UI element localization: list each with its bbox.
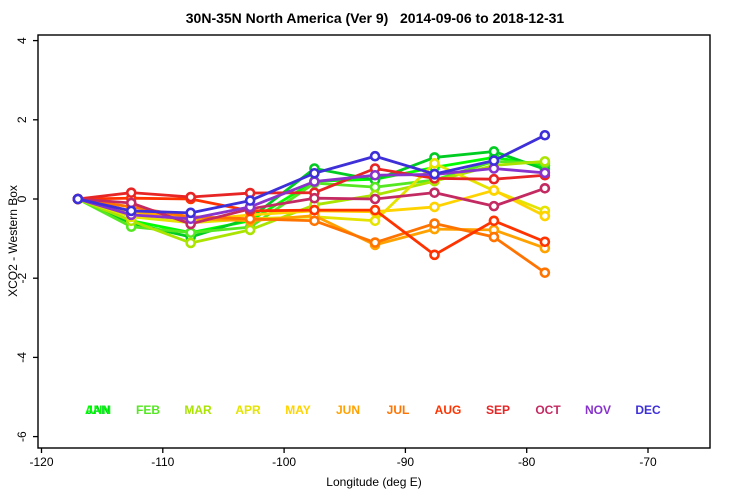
data-point-may (429, 201, 440, 213)
data-point-jul (309, 215, 320, 227)
legend-item-apr: APR (235, 403, 261, 417)
x-axis: -120 -110 -100 -90 -80 -70 (29, 448, 657, 469)
data-point-dec (369, 150, 381, 162)
data-point-jul (539, 267, 551, 278)
x-tick-label: -90 (397, 455, 415, 469)
x-tick-label: -70 (639, 455, 657, 469)
data-point-jul (488, 231, 500, 243)
x-tick-label: -120 (29, 455, 53, 469)
data-point-oct (429, 187, 440, 198)
data-point-oct (539, 183, 551, 194)
data-point-aug (429, 249, 440, 261)
legend-item-nov: NOV (585, 403, 611, 417)
y-tick-label: 4 (15, 37, 29, 44)
data-point-oct (309, 192, 320, 204)
x-tick-label: -80 (518, 455, 536, 469)
legend-item-mar: MAR (184, 403, 212, 417)
data-point-sep (488, 173, 500, 185)
data-point-dec (244, 195, 256, 206)
data-point-may (539, 210, 551, 222)
y-tick-label: 2 (15, 116, 29, 123)
data-point-nov (309, 176, 320, 187)
legend-item-jul: JUL (387, 403, 410, 417)
x-axis-label: Longitude (deg E) (326, 475, 422, 489)
x-tick-label: -110 (151, 455, 174, 469)
data-point-mar (244, 224, 256, 236)
y-axis-label: XCO2 - Western Box (6, 185, 20, 297)
data-point-oct (369, 193, 381, 205)
data-point-dec (72, 193, 84, 205)
legend-item-ann: ANN (85, 403, 111, 417)
data-point-nov (369, 169, 381, 181)
legend-item-feb: FEB (136, 403, 160, 417)
data-point-may (488, 184, 500, 196)
data-point-oct (488, 200, 500, 212)
data-point-aug (369, 204, 381, 216)
data-point-sep (185, 191, 196, 203)
data-point-dec (125, 205, 137, 217)
legend-item-aug: AUG (435, 403, 462, 417)
data-point-aug (539, 236, 551, 248)
data-point-dec (539, 129, 551, 141)
data-point-dec (185, 207, 196, 219)
data-point-apr (369, 215, 381, 227)
data-point-mar (185, 237, 196, 249)
legend-item-may: MAY (285, 403, 311, 417)
data-point-jan (488, 146, 500, 157)
legend-item-jun: JUN (336, 403, 360, 417)
data-point-aug (309, 204, 320, 216)
data-point-jul (369, 237, 381, 248)
x-tick-label: -100 (272, 455, 296, 469)
plot-box (37, 34, 711, 449)
data-point-sep (125, 187, 137, 198)
data-point-dec (309, 167, 320, 179)
y-tick-label: -4 (15, 352, 29, 363)
data-point-apr (429, 158, 440, 169)
data-point-jul (429, 218, 440, 229)
series-dec (72, 129, 551, 219)
data-point-aug (488, 215, 500, 227)
data-point-feb (185, 227, 196, 238)
legend-item-dec: DEC (635, 403, 661, 417)
legend-item-oct: OCT (535, 403, 561, 417)
data-point-mar (539, 156, 551, 167)
y-tick-label: -2 (15, 273, 29, 284)
data-point-nov (539, 167, 551, 179)
chart-title: 30N-35N North America (Ver 9) 2014-09-06… (185, 10, 565, 26)
legend-item-jan: JAN (86, 403, 110, 417)
data-point-dec (488, 155, 500, 166)
legend-item-sep: SEP (486, 403, 510, 417)
y-axis: 4 2 0 -2 -4 -6 (15, 37, 38, 442)
y-tick-label: -6 (15, 431, 29, 442)
data-point-dec (429, 168, 440, 180)
y-tick-label: 0 (15, 195, 29, 202)
